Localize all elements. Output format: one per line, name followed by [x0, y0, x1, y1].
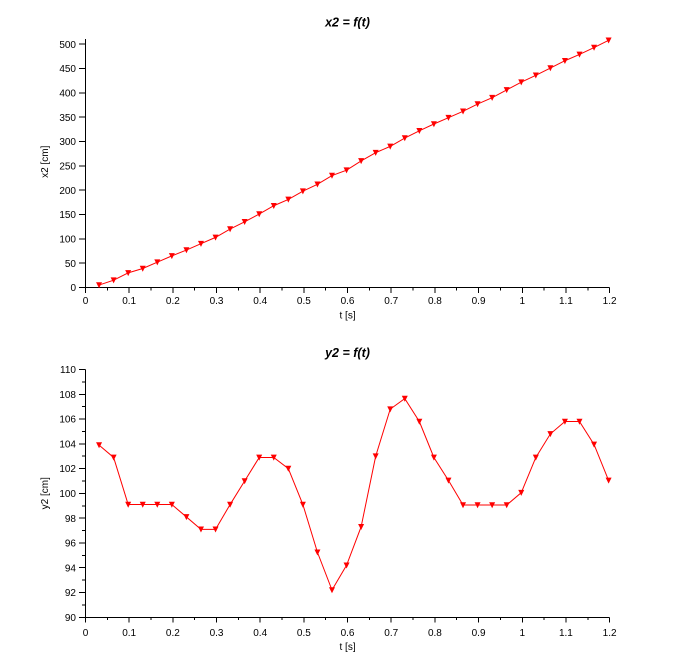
svg-text:100: 100 [59, 489, 76, 500]
svg-text:0.2: 0.2 [166, 296, 180, 307]
svg-text:90: 90 [65, 613, 77, 624]
svg-text:t [s]: t [s] [339, 310, 355, 321]
svg-text:x2 [cm]: x2 [cm] [40, 145, 51, 177]
svg-text:0.4: 0.4 [253, 296, 267, 307]
svg-text:0.7: 0.7 [384, 628, 398, 639]
svg-text:0.7: 0.7 [384, 296, 398, 307]
svg-text:250: 250 [59, 161, 76, 172]
svg-text:1.2: 1.2 [603, 296, 617, 307]
svg-text:1: 1 [519, 628, 525, 639]
svg-text:t [s]: t [s] [339, 642, 355, 653]
svg-text:500: 500 [59, 40, 76, 51]
svg-text:y2 [cm]: y2 [cm] [40, 477, 51, 509]
svg-text:200: 200 [59, 186, 76, 197]
svg-text:98: 98 [65, 514, 77, 525]
svg-text:92: 92 [65, 588, 77, 599]
svg-text:110: 110 [60, 365, 76, 376]
svg-text:94: 94 [65, 563, 77, 574]
svg-text:0.6: 0.6 [341, 628, 355, 639]
svg-text:1: 1 [519, 296, 525, 307]
svg-text:0.9: 0.9 [472, 628, 486, 639]
svg-text:0: 0 [83, 628, 89, 639]
svg-text:300: 300 [59, 137, 76, 148]
svg-text:450: 450 [59, 64, 76, 75]
svg-text:0.4: 0.4 [253, 628, 267, 639]
svg-text:96: 96 [65, 539, 77, 550]
svg-text:108: 108 [59, 390, 76, 401]
svg-text:0.6: 0.6 [341, 296, 355, 307]
svg-text:y2 = f(t): y2 = f(t) [324, 346, 370, 360]
svg-text:102: 102 [59, 464, 76, 475]
svg-text:0.1: 0.1 [122, 296, 136, 307]
svg-text:x2 = f(t): x2 = f(t) [324, 16, 370, 30]
svg-text:1.1: 1.1 [559, 296, 573, 307]
svg-text:1.2: 1.2 [603, 628, 617, 639]
svg-text:150: 150 [59, 210, 76, 221]
svg-text:106: 106 [59, 415, 76, 426]
svg-text:0.5: 0.5 [297, 628, 311, 639]
svg-text:0.5: 0.5 [297, 296, 311, 307]
svg-text:50: 50 [65, 259, 77, 270]
svg-text:1.1: 1.1 [559, 628, 573, 639]
svg-text:0.8: 0.8 [428, 296, 442, 307]
svg-text:0.2: 0.2 [166, 628, 180, 639]
svg-text:100: 100 [59, 234, 76, 245]
svg-text:0.1: 0.1 [122, 628, 136, 639]
svg-text:104: 104 [59, 439, 76, 450]
svg-text:0: 0 [70, 283, 76, 294]
svg-text:0.3: 0.3 [210, 628, 224, 639]
svg-text:400: 400 [59, 88, 76, 99]
svg-text:0.3: 0.3 [210, 296, 224, 307]
svg-text:0.9: 0.9 [472, 296, 486, 307]
svg-text:350: 350 [59, 113, 76, 124]
svg-text:0: 0 [83, 296, 89, 307]
svg-text:0.8: 0.8 [428, 628, 442, 639]
